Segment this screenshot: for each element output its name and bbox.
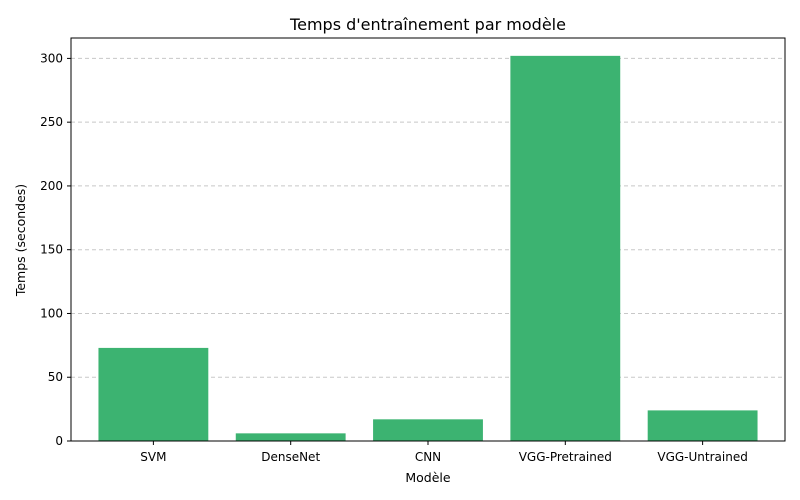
x-tick-label: VGG-Untrained bbox=[657, 450, 747, 464]
x-tick-label: SVM bbox=[140, 450, 166, 464]
y-tick-label: 100 bbox=[40, 306, 63, 320]
y-tick-label: 0 bbox=[55, 434, 63, 448]
bars bbox=[98, 55, 758, 441]
y-tick-label: 250 bbox=[40, 115, 63, 129]
y-tick-label: 300 bbox=[40, 51, 63, 65]
bar-vgg-pretrained bbox=[510, 55, 621, 441]
x-tick-label: DenseNet bbox=[261, 450, 320, 464]
y-tick-label: 150 bbox=[40, 243, 63, 257]
x-axis-ticks: SVM DenseNet CNN VGG-Pretrained VGG-Untraine… bbox=[140, 441, 748, 464]
y-tick-label: 200 bbox=[40, 179, 63, 193]
y-axis-ticks: 0 50 100 150 200 250 300 bbox=[40, 51, 71, 448]
x-axis-label: Modèle bbox=[405, 470, 451, 485]
bar-svm bbox=[98, 347, 209, 441]
grid-lines bbox=[71, 57, 785, 378]
x-tick-label: CNN bbox=[415, 450, 441, 464]
bar-cnn bbox=[373, 419, 483, 441]
chart-title: Temps d'entraînement par modèle bbox=[289, 15, 566, 34]
y-tick-label: 50 bbox=[48, 370, 63, 384]
y-axis-label: Temps (secondes) bbox=[13, 184, 28, 297]
bar-densenet bbox=[235, 433, 346, 441]
bar-vgg-untrained bbox=[647, 410, 758, 441]
x-tick-label: VGG-Pretrained bbox=[519, 450, 612, 464]
